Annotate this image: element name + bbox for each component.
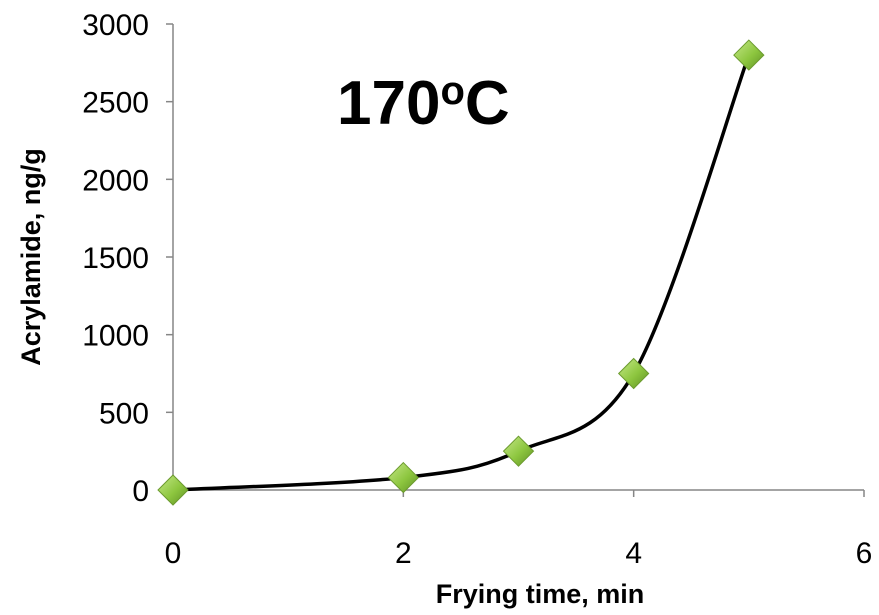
y-tick-label: 0	[132, 475, 149, 508]
y-tick-label: 2500	[82, 87, 149, 120]
x-axis-title: Frying time, min	[436, 579, 645, 609]
y-tick-label: 2000	[82, 164, 149, 197]
data-series	[157, 39, 765, 506]
data-point-marker	[733, 39, 765, 71]
x-tick-label: 0	[165, 537, 182, 570]
tick-labels: 0 500 1000 1500 2000 2500 3000 0 2 4 6	[82, 9, 872, 570]
x-tick-label: 2	[395, 537, 412, 570]
x-tick-label: 6	[856, 537, 873, 570]
x-tick-label: 4	[625, 537, 642, 570]
y-axis-title: Acrylamide, ng/g	[16, 148, 46, 366]
data-point-marker	[502, 435, 535, 467]
series-line	[172, 54, 751, 492]
y-tick-label: 3000	[82, 9, 149, 42]
data-point-marker	[387, 461, 420, 494]
y-tick-label: 500	[99, 397, 149, 430]
data-point-marker	[157, 474, 189, 506]
temperature-annotation: 170oC	[337, 69, 510, 138]
y-tick-label: 1000	[82, 320, 149, 353]
axes	[166, 23, 865, 497]
y-tick-label: 1500	[82, 242, 149, 275]
data-point-marker	[617, 357, 650, 390]
